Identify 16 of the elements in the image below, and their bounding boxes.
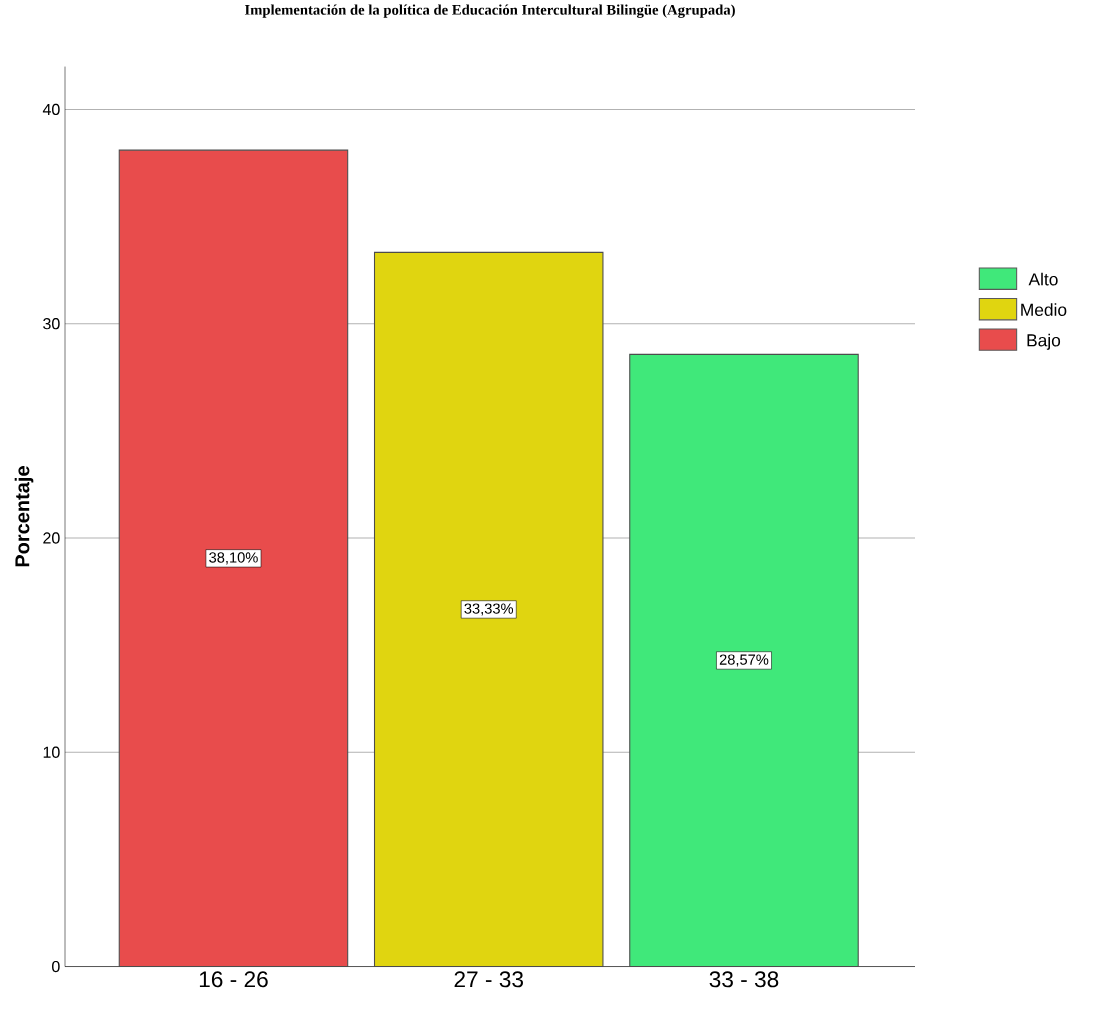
data-label: 38,10% <box>209 552 258 565</box>
y-tick-label: 0 <box>52 961 60 973</box>
data-label: 33,33% <box>464 603 514 616</box>
y-tick-label: 40 <box>42 103 60 116</box>
y-tick-label: 30 <box>43 318 60 330</box>
data-label: 28,57% <box>719 654 769 667</box>
x-tick-label: 27 - 33 <box>454 971 523 988</box>
x-tick-label: 16 - 26 <box>199 971 268 988</box>
legend-label: Medio <box>1021 303 1067 317</box>
y-tick-label: 10 <box>43 746 60 759</box>
chart-title: Implementación de la política de Educación Intercultural Bilingüe (Agrupada) <box>244 4 735 19</box>
y-axis-title: Porcentaje <box>14 466 34 567</box>
y-tick-label: 20 <box>43 532 60 544</box>
x-tick-label: 33 - 38 <box>709 971 779 988</box>
legend-label: Bajo <box>1027 333 1061 351</box>
legend-label: Alto <box>1028 272 1058 286</box>
